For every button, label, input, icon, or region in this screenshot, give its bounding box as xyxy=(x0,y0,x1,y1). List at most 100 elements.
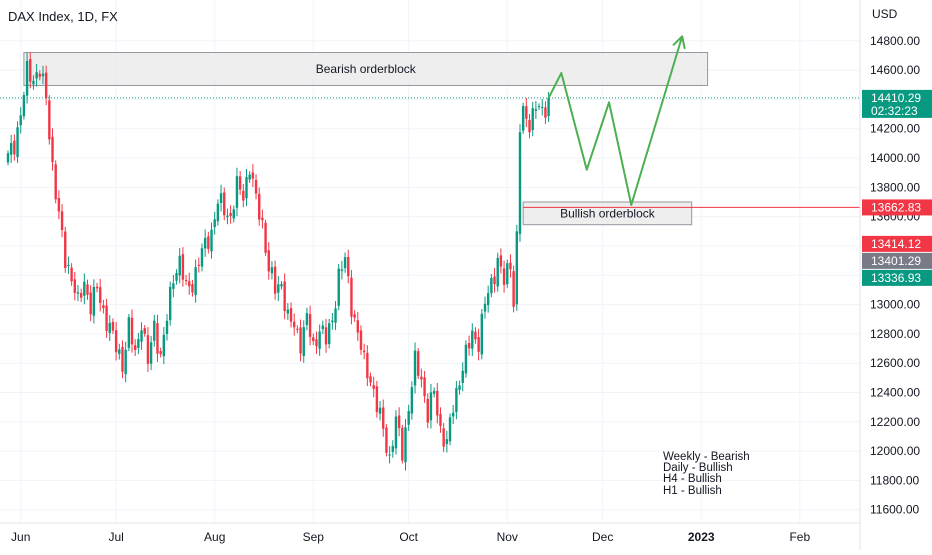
candle-body xyxy=(238,176,242,190)
candle-body xyxy=(273,266,277,294)
candle-body xyxy=(86,284,89,295)
candle-body xyxy=(480,313,484,355)
candle-body xyxy=(277,284,280,293)
candle-body xyxy=(111,321,115,331)
candle-body xyxy=(57,198,61,212)
candle-body xyxy=(213,219,216,228)
candle-body xyxy=(235,176,239,208)
candle-body xyxy=(493,276,496,285)
candle-body xyxy=(296,328,299,330)
candle-body xyxy=(79,293,83,298)
candle-body xyxy=(407,411,410,425)
candle-body xyxy=(283,281,286,312)
candle-body xyxy=(261,217,264,221)
price-tick-label: 12800.00 xyxy=(870,327,920,341)
candle-body xyxy=(404,427,407,463)
candle-body xyxy=(153,320,156,341)
candle-body xyxy=(541,107,544,109)
candle-body xyxy=(324,327,328,345)
candle-body xyxy=(509,262,512,270)
candle-body xyxy=(200,248,204,267)
candle-body xyxy=(134,345,137,351)
candle-body xyxy=(156,323,159,354)
price-tick-label: 13000.00 xyxy=(870,298,920,312)
chart-title: DAX Index, 1D, FX xyxy=(8,9,118,24)
candle-body xyxy=(29,59,32,82)
candle-body xyxy=(502,268,506,285)
candle-body xyxy=(102,305,105,309)
candle-body xyxy=(70,267,73,282)
candle-body xyxy=(258,193,261,220)
candle-body xyxy=(486,293,490,306)
price-tick-label: 14600.00 xyxy=(870,63,920,77)
candle-layer xyxy=(6,52,550,471)
candle-body xyxy=(397,415,401,429)
bias-note-weekly: Weekly - Bearish xyxy=(663,451,750,463)
candle-body xyxy=(191,284,194,293)
candle-body xyxy=(137,339,140,348)
candle-body xyxy=(461,370,464,383)
candle-body xyxy=(499,255,503,267)
time-tick-label: Dec xyxy=(592,530,613,544)
candle-body xyxy=(286,309,290,314)
candle-body xyxy=(178,255,181,276)
time-axis[interactable]: Jun Jul Aug Sep Oct Nov Dec 2023 Feb xyxy=(11,530,810,544)
candle-body xyxy=(353,314,356,318)
time-tick-label: Sep xyxy=(303,530,325,544)
candle-body xyxy=(436,390,439,416)
candle-body xyxy=(73,279,76,293)
candle-body xyxy=(410,387,414,414)
candle-body xyxy=(146,335,150,364)
time-tick-label: 2023 xyxy=(688,530,715,544)
price-label-countdown: 02:32:23 xyxy=(871,104,918,118)
candle-body xyxy=(359,330,363,350)
time-tick-label: Jun xyxy=(11,530,30,544)
price-label-box xyxy=(862,235,932,252)
bearish-orderblock-zone xyxy=(23,52,709,86)
price-label-box xyxy=(862,269,932,286)
candle-body xyxy=(89,292,92,315)
candle-body xyxy=(38,73,41,77)
candle-body xyxy=(181,254,185,280)
candle-body xyxy=(299,327,302,354)
candle-body xyxy=(439,414,442,426)
candle-body xyxy=(471,330,474,349)
candle-body xyxy=(54,164,57,200)
candle-body xyxy=(331,320,334,323)
candle-body xyxy=(95,286,99,289)
candle-body xyxy=(127,317,131,348)
bias-notes: Weekly - Bearish Daily - Bullish H4 - Bu… xyxy=(663,451,750,497)
candle-body xyxy=(165,320,169,334)
candle-body xyxy=(9,143,13,155)
candle-body xyxy=(388,454,391,456)
candle-body xyxy=(92,286,96,316)
candle-body xyxy=(429,392,433,421)
candle-body xyxy=(254,179,258,194)
price-tick-label: 14800.00 xyxy=(870,34,920,48)
candle-body xyxy=(162,334,166,357)
candle-body xyxy=(496,257,499,287)
candle-body xyxy=(534,109,538,111)
candle-body xyxy=(490,278,493,294)
candle-body xyxy=(382,407,385,429)
bearish-orderblock-label: Bearish orderblock xyxy=(316,62,417,76)
candle-body xyxy=(216,203,220,222)
zone-layer: Bearish orderblock Bullish orderblock xyxy=(23,52,709,226)
candle-body xyxy=(13,140,16,155)
candle-body xyxy=(248,174,251,180)
candle-body xyxy=(44,72,48,99)
time-tick-label: Feb xyxy=(789,530,810,544)
candle-body xyxy=(124,349,127,375)
price-tick-label: 13800.00 xyxy=(870,180,920,194)
candle-body xyxy=(448,417,452,442)
candle-body xyxy=(207,236,210,249)
candle-body xyxy=(343,257,347,269)
price-label-text: 13662.83 xyxy=(871,200,921,214)
candle-body xyxy=(267,250,270,272)
currency-label: USD xyxy=(872,7,898,21)
price-tick-label: 14200.00 xyxy=(870,122,920,136)
candle-body xyxy=(506,263,509,285)
candle-body xyxy=(232,209,235,219)
